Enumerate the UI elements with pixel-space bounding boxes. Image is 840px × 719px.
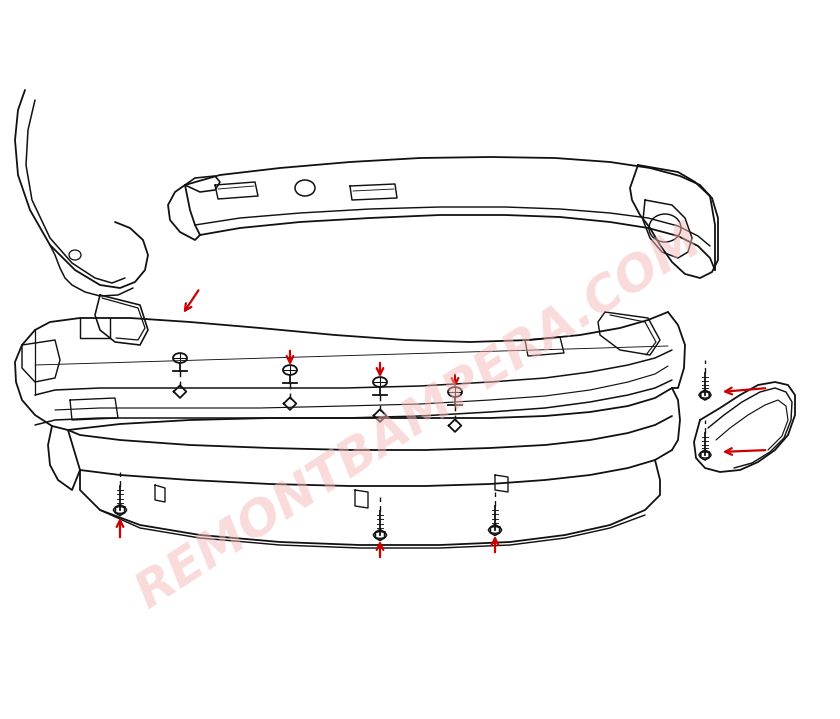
Text: REMONTBAMPERA.COM: REMONTBAMPERA.COM xyxy=(129,216,711,618)
